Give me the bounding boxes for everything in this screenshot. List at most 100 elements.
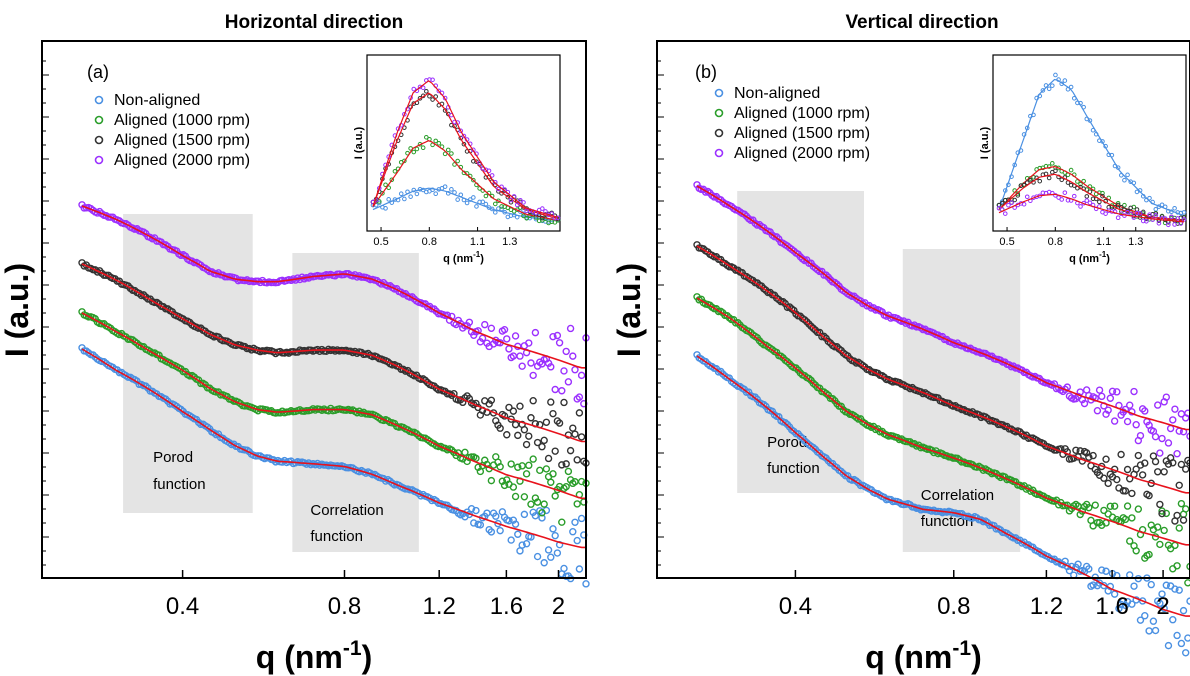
data-point [538, 443, 546, 451]
data-point [487, 476, 496, 485]
data-point [783, 358, 792, 366]
inset-point [1100, 193, 1105, 199]
inset-point [1166, 222, 1171, 228]
data-point [1089, 451, 1097, 460]
data-point [547, 553, 555, 561]
data-point [1147, 580, 1155, 589]
legend-entry: Aligned (1500 rpm) [114, 132, 250, 149]
data-point [538, 509, 546, 517]
inset-point [483, 201, 489, 207]
data-point [529, 371, 537, 380]
data-point [1184, 579, 1190, 587]
data-point [536, 466, 544, 475]
data-point [511, 520, 520, 528]
inset-point [433, 94, 439, 99]
inset-point [1056, 165, 1061, 171]
x-tick-label: 0.8 [328, 593, 361, 620]
inset-point [552, 220, 558, 225]
data-point [1162, 393, 1171, 401]
inset-x-tick-label: 1.3 [502, 236, 517, 248]
data-point [796, 253, 805, 261]
data-point [511, 420, 520, 429]
inset-point [540, 206, 545, 211]
data-point [544, 546, 553, 554]
chart-title: Vertical direction [845, 12, 998, 33]
inset-x-tick-label: 0.5 [373, 236, 388, 248]
data-point [505, 517, 513, 525]
inset-point [1037, 178, 1043, 184]
inset-point [402, 158, 407, 164]
data-point [1106, 394, 1115, 402]
inset-x-tick-label: 0.5 [999, 236, 1014, 248]
inset-point [411, 149, 417, 155]
inset-point [1175, 216, 1181, 221]
data-point [560, 398, 568, 407]
inset-point [540, 215, 545, 221]
data-point [1154, 468, 1162, 476]
data-point [1179, 606, 1188, 615]
data-point [582, 580, 590, 588]
data-point [1089, 581, 1097, 589]
data-point [516, 402, 524, 410]
inset-point [492, 201, 498, 207]
inset-point [474, 204, 479, 209]
x-axis-label-end: ) [971, 639, 982, 675]
series-2 [78, 308, 590, 526]
inset-point [471, 177, 476, 183]
inset-point [1103, 211, 1108, 216]
data-point [533, 498, 542, 506]
data-point [569, 352, 577, 360]
inset-y-axis-label: I (a.u.) [979, 126, 991, 159]
inset-point [420, 145, 426, 151]
data-point [1095, 386, 1104, 394]
data-point [1093, 407, 1102, 415]
panel-label: (b) [695, 62, 717, 82]
inset-point [489, 173, 495, 178]
data-point [1113, 388, 1121, 396]
inset-point [1100, 190, 1105, 196]
data-point [1136, 431, 1145, 440]
data-point [1173, 631, 1181, 640]
data-point [1184, 634, 1190, 642]
inset-fit-line [998, 193, 1185, 223]
data-point [553, 331, 562, 340]
data-point [560, 564, 568, 573]
data-point [1080, 399, 1089, 408]
data-point [818, 267, 826, 276]
data-point [577, 514, 586, 523]
inset-point [455, 158, 460, 164]
data-point [566, 446, 575, 455]
data-point [1141, 612, 1149, 620]
region-label: function [153, 476, 206, 493]
data-point [514, 463, 522, 471]
data-point [540, 436, 548, 445]
plot-frame [41, 40, 587, 579]
data-point [723, 311, 731, 320]
x-axis-label: q (nm-1) [256, 637, 372, 675]
data-point [472, 506, 480, 515]
data-point [551, 385, 559, 394]
data-point [150, 298, 159, 307]
data-point [478, 334, 487, 343]
data-point [503, 431, 511, 439]
data-point [470, 519, 478, 527]
inset-point [518, 197, 523, 203]
series-1 [693, 351, 1190, 657]
inset-series-4 [996, 189, 1187, 228]
x-tick-label: 0.4 [166, 593, 199, 620]
x-tick-label: 2 [1156, 593, 1169, 620]
data-point [792, 364, 800, 372]
data-point [558, 461, 566, 469]
data-point [1138, 471, 1147, 479]
data-point [1141, 407, 1149, 415]
data-point [1123, 465, 1132, 474]
data-point [507, 536, 515, 544]
data-point [1128, 600, 1136, 608]
inset-point [514, 202, 520, 208]
inset-point [1181, 215, 1187, 220]
data-point [520, 493, 529, 501]
data-point [531, 512, 540, 520]
x-tick-label: 1.6 [1095, 593, 1128, 620]
data-point [161, 395, 170, 403]
